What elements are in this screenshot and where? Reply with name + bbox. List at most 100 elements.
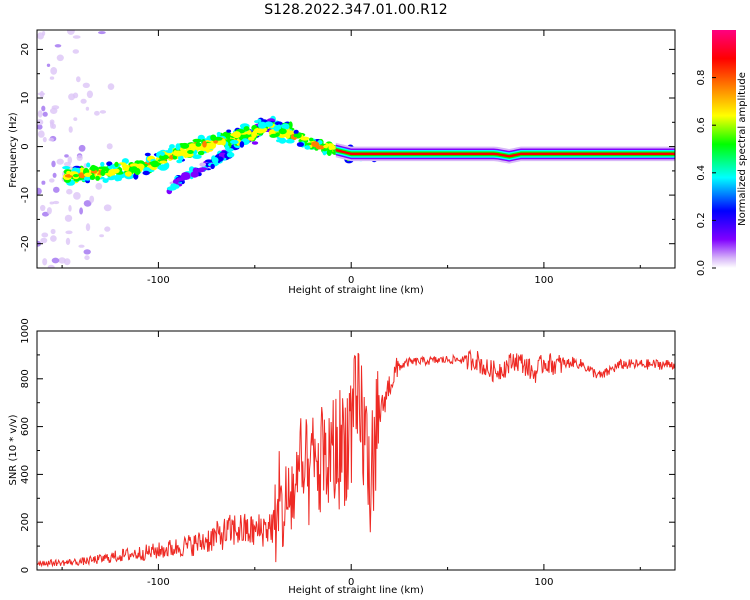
ridge-blob	[89, 174, 96, 180]
noise-blob	[78, 144, 86, 152]
noise-blob	[51, 105, 60, 110]
ridge-blob	[83, 172, 93, 177]
noise-blob	[78, 244, 85, 248]
ridge-blob	[197, 150, 205, 156]
noise-blob	[67, 156, 73, 164]
noise-blob	[65, 230, 73, 235]
ridge-blob	[62, 166, 71, 170]
noise-blob	[99, 110, 107, 114]
noise-blob	[50, 67, 58, 75]
ridge-blob	[102, 178, 109, 184]
colorbar-label: Normalized spectral amplitude	[737, 72, 748, 226]
colorbar-gradient	[712, 30, 736, 268]
noise-blob	[49, 201, 55, 205]
carrier-band	[335, 146, 675, 161]
y-tick-label: 200	[20, 513, 31, 532]
ridge-blob	[90, 164, 97, 172]
noise-blob	[82, 82, 90, 89]
x-tick-label: 0	[348, 275, 354, 286]
snr-x-label: Height of straight line (km)	[288, 585, 424, 596]
noise-blob	[54, 44, 62, 48]
ridge-blob	[304, 145, 311, 150]
ridge-blob	[190, 171, 199, 178]
y-tick-label: 20	[20, 43, 31, 56]
noise-blob	[40, 204, 46, 212]
ridge-blob	[285, 138, 295, 144]
ridge-blob	[173, 184, 180, 189]
ridge-blob	[205, 159, 213, 163]
noise-blob	[72, 49, 80, 54]
ridge-blob	[309, 137, 314, 142]
noise-blob	[56, 54, 64, 62]
ridge-blob	[329, 145, 337, 150]
noise-blob	[50, 235, 57, 242]
ridge-blob	[216, 131, 221, 137]
ridge-blob	[224, 135, 231, 139]
ridge-blob	[275, 132, 280, 137]
ridge-blob	[296, 142, 304, 147]
ridge-blob	[122, 165, 131, 171]
noise-blob	[86, 90, 93, 99]
ridge-blob	[288, 121, 293, 129]
colorbar-tick-label: 0.0	[696, 260, 707, 276]
noise-blob	[104, 226, 111, 232]
noise-blob	[67, 30, 75, 35]
ridge-blob	[226, 129, 232, 133]
carrier-band	[335, 148, 675, 158]
noise-blob	[106, 143, 113, 150]
ridge-blob	[278, 137, 287, 144]
ridge-blob	[230, 139, 239, 145]
noise-blob	[50, 121, 54, 129]
ridge-blob	[180, 142, 190, 149]
ridge-blob	[232, 131, 241, 139]
ridge-blob	[214, 136, 223, 141]
noise-blob	[42, 111, 48, 117]
ridge-blob	[100, 161, 105, 167]
y-tick-label: -20	[20, 236, 31, 252]
colorbar-tick-label: 0.2	[696, 212, 707, 228]
noise-blob	[94, 110, 100, 116]
noise-blob	[68, 126, 73, 133]
figure-title: S128.2022.347.01.00.R12	[264, 2, 447, 18]
ridge-blob	[210, 163, 215, 170]
noise-blob	[49, 76, 55, 80]
noise-blob	[48, 137, 55, 142]
ridge-blob	[224, 145, 230, 151]
noise-blob	[47, 264, 55, 268]
x-tick-label: 100	[534, 275, 553, 286]
ridge-blob	[134, 168, 141, 175]
noise-blob	[84, 255, 90, 261]
ridge-blob	[106, 161, 113, 166]
ridge-blob	[159, 160, 168, 164]
snr-marks	[37, 349, 675, 568]
ridge-blob	[192, 154, 202, 159]
ridge-blob	[226, 152, 235, 158]
ridge-blob	[195, 142, 202, 147]
ridge-blob	[315, 145, 325, 150]
ridge-blob	[163, 162, 170, 170]
noise-blob	[37, 119, 44, 126]
ridge-blob	[257, 121, 267, 129]
ridge-blob	[95, 175, 100, 181]
y-tick-label: 400	[20, 465, 31, 484]
x-tick-label: 100	[534, 577, 553, 588]
noise-blob	[58, 257, 66, 264]
noise-blob	[107, 83, 115, 90]
colorbar-tick-label: 0.4	[696, 165, 707, 181]
ridge-blob	[159, 154, 169, 160]
noise-blob	[68, 205, 72, 212]
x-tick-label: -100	[147, 577, 170, 588]
carrier-band	[335, 147, 675, 159]
noise-blob	[50, 228, 56, 235]
ridge-blob	[251, 131, 257, 139]
noise-blob	[89, 195, 95, 203]
noise-blob	[73, 117, 78, 121]
noise-blob	[66, 188, 73, 195]
noise-blob	[41, 105, 46, 112]
noise-blob	[85, 106, 90, 111]
